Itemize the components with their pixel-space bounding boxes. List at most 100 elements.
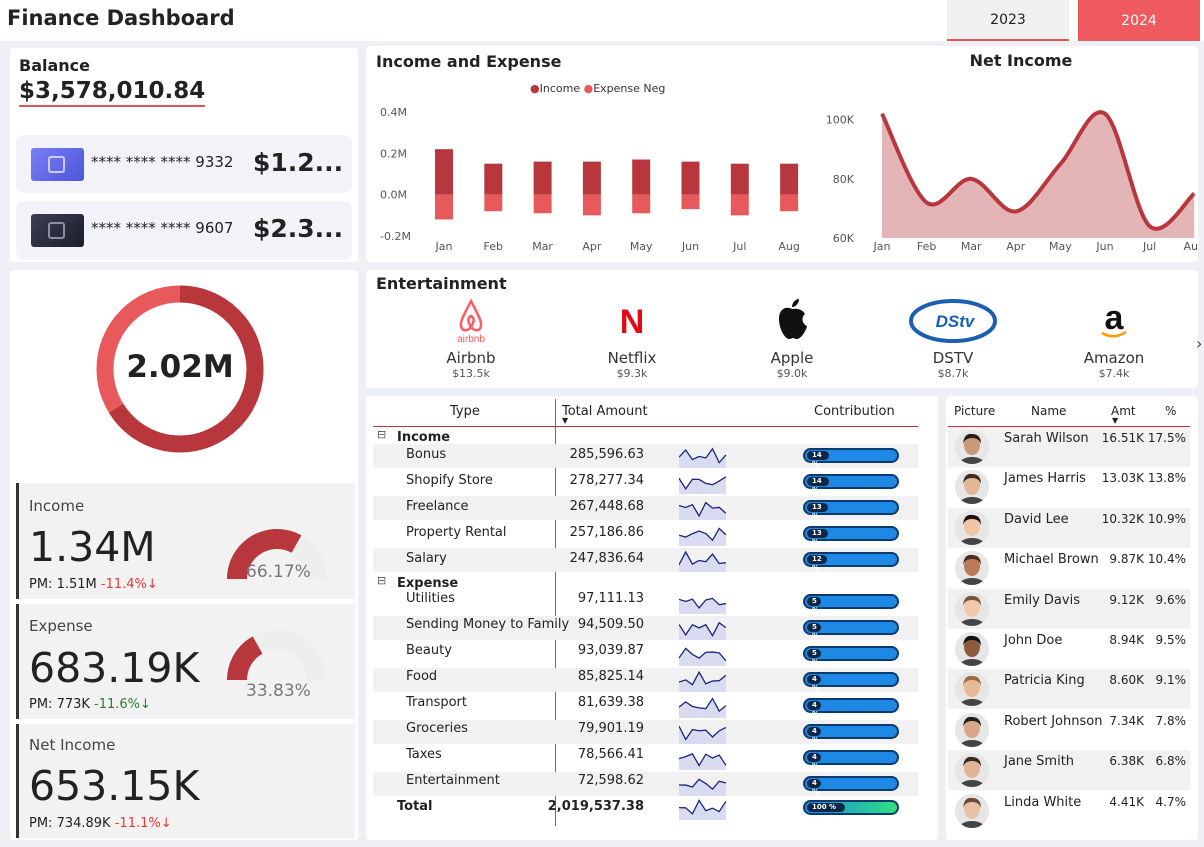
arrow-down-icon: ↓ xyxy=(160,816,172,831)
group-row-income[interactable]: ⊟ Income xyxy=(373,427,918,451)
avatar xyxy=(955,551,989,586)
change-value: -11.1% xyxy=(114,816,161,831)
table-row[interactable]: Shopify Store 278,277.34 14 % xyxy=(373,470,918,494)
sort-down-icon[interactable]: ▼ xyxy=(1112,416,1119,425)
table-row[interactable]: Beauty 93,039.87 5 % xyxy=(373,642,918,666)
row-name: Shopify Store xyxy=(406,473,493,488)
collapse-icon[interactable]: ⊟ xyxy=(377,428,387,441)
income-bar xyxy=(533,161,552,195)
group-row-expense[interactable]: ⊟ Expense xyxy=(373,573,918,597)
chevron-right-icon[interactable]: › xyxy=(1196,334,1203,353)
sparkline xyxy=(679,697,727,718)
table-row[interactable]: Groceries 79,901.19 4 % xyxy=(373,720,918,744)
person-row[interactable]: Linda White 4.41K 4.7% xyxy=(948,791,1190,831)
avatar xyxy=(955,591,989,626)
person-name: Robert Johnson xyxy=(1004,713,1103,729)
col-picture[interactable]: Picture xyxy=(954,404,996,418)
credit-card-icon xyxy=(31,214,84,247)
row-name: Sending Money to Family xyxy=(406,617,570,632)
row-amount: 94,509.50 xyxy=(577,617,644,632)
person-pct: 10.9% xyxy=(1147,511,1186,526)
contribution-label: 100 % xyxy=(807,803,845,812)
table-row[interactable]: Freelance 267,448.68 13 % xyxy=(373,496,918,520)
airbnb-logo-icon: airbnb xyxy=(457,298,485,345)
person-avatar-icon xyxy=(955,632,989,666)
entertainment-item-netflix[interactable]: N Netflix $9.3k xyxy=(572,295,692,380)
y-tick-label: 80K xyxy=(833,173,855,186)
expense-bar xyxy=(582,194,601,216)
table-row[interactable]: Salary 247,836.64 12 % xyxy=(373,548,918,572)
contribution-bar: 100 % xyxy=(803,800,899,815)
contribution-bar: 5 % xyxy=(803,646,899,666)
person-row[interactable]: James Harris 13.03K 13.8% xyxy=(948,467,1190,507)
entertainment-item-amazon[interactable]: a Amazon $7.4k xyxy=(1054,295,1174,380)
expense-gauge-pct: 33.83% xyxy=(246,681,311,701)
entertainment-item-airbnb[interactable]: airbnb Airbnb $13.5k xyxy=(411,295,531,380)
col-amt[interactable]: Amt xyxy=(1111,404,1136,418)
kpi-income: Income 1.34M PM: 1.51M -11.4%↓ 66.17% xyxy=(16,483,355,599)
year-button-2024[interactable]: 2024 xyxy=(1078,0,1200,41)
income-bar xyxy=(435,149,453,195)
amazon-logo-icon: a xyxy=(1101,299,1127,338)
year-button-2023[interactable]: 2023 xyxy=(947,0,1069,41)
sparkline xyxy=(679,778,727,796)
col-type[interactable]: Type xyxy=(450,404,480,419)
bank-card-row[interactable]: **** **** **** 9332 $1.2... xyxy=(16,135,352,193)
contribution-bar: 4 % xyxy=(803,698,899,718)
arrow-down-icon: ↓ xyxy=(146,577,158,592)
col-name[interactable]: Name xyxy=(1031,404,1067,418)
netflix-logo-icon: N xyxy=(620,303,645,341)
person-row[interactable]: John Doe 8.94K 9.5% xyxy=(948,629,1190,669)
contribution-bar: 13 % xyxy=(803,500,899,520)
row-amount: 257,186.86 xyxy=(569,525,644,540)
contribution-bar: 12 % xyxy=(803,552,899,572)
col-pct[interactable]: % xyxy=(1165,404,1177,418)
table-row[interactable]: Utilities 97,111.13 5 % xyxy=(373,590,918,614)
row-name: Bonus xyxy=(406,447,447,462)
contribution-label: 14 % xyxy=(807,477,829,494)
x-tick-label: Aug xyxy=(1183,240,1198,253)
legend-dot-icon: ● xyxy=(530,82,540,95)
sort-down-icon[interactable]: ▼ xyxy=(562,416,569,425)
x-tick-label: Apr xyxy=(582,240,602,253)
income-bar xyxy=(484,163,503,195)
person-row[interactable]: David Lee 10.32K 10.9% xyxy=(948,507,1190,548)
card-number: **** **** **** 9332 xyxy=(91,153,234,171)
apple-logo-icon xyxy=(779,299,807,339)
bank-card-row[interactable]: **** **** **** 9607 $2.3... xyxy=(16,201,352,259)
row-amount: 267,448.68 xyxy=(569,499,644,514)
person-name: Linda White xyxy=(1004,794,1082,810)
person-row[interactable]: Patricia King 8.60K 9.1% xyxy=(948,669,1190,710)
balance-label: Balance xyxy=(19,56,90,75)
contribution-bar: 13 % xyxy=(803,526,899,546)
y-tick-label: 100K xyxy=(826,114,855,127)
net-income-line xyxy=(880,110,1196,231)
person-row[interactable]: Emily Davis 9.12K 9.6% xyxy=(948,588,1190,629)
table-row[interactable]: Property Rental 257,186.86 13 % xyxy=(373,522,918,546)
entertainment-item-apple[interactable]: Apple $9.0k xyxy=(732,295,852,380)
row-amount: 79,901.19 xyxy=(577,721,644,736)
contribution-label: 5 % xyxy=(807,623,822,640)
kpi-income-pm: PM: 1.51M -11.4%↓ xyxy=(29,577,158,592)
table-row[interactable]: Transport 81,639.38 4 % xyxy=(373,694,918,718)
person-name: Patricia King xyxy=(1004,673,1085,689)
table-row[interactable]: Sending Money to Family 94,509.50 5 % xyxy=(373,616,918,640)
person-pct: 9.1% xyxy=(1155,673,1187,688)
person-row[interactable]: Jane Smith 6.38K 6.8% xyxy=(948,750,1190,791)
col-contribution[interactable]: Contribution xyxy=(814,404,895,419)
table-row[interactable]: Taxes 78,566.41 4 % xyxy=(373,746,918,770)
entertainment-item-dstv[interactable]: DStv DSTV $8.7k xyxy=(893,295,1013,380)
person-row[interactable]: Robert Johnson 7.34K 7.8% xyxy=(948,710,1190,750)
table-row[interactable]: Food 85,825.14 4 % xyxy=(373,668,918,692)
table-row[interactable]: Entertainment 72,598.62 4 % xyxy=(373,772,918,796)
income-bar xyxy=(730,163,749,195)
sparkline xyxy=(679,647,727,666)
table-row[interactable]: Bonus 285,596.63 14 % xyxy=(373,444,918,468)
person-row[interactable]: Michael Brown 9.87K 10.4% xyxy=(948,548,1190,588)
person-name: John Doe xyxy=(1004,633,1063,648)
contribution-label: 13 % xyxy=(807,529,828,546)
person-row[interactable]: Sarah Wilson 16.51K 17.5% xyxy=(948,427,1190,467)
kpi-expense-pm: PM: 773K -11.6%↓ xyxy=(29,697,151,712)
col-total-amount[interactable]: Total Amount xyxy=(562,404,648,419)
collapse-icon[interactable]: ⊟ xyxy=(377,574,387,587)
